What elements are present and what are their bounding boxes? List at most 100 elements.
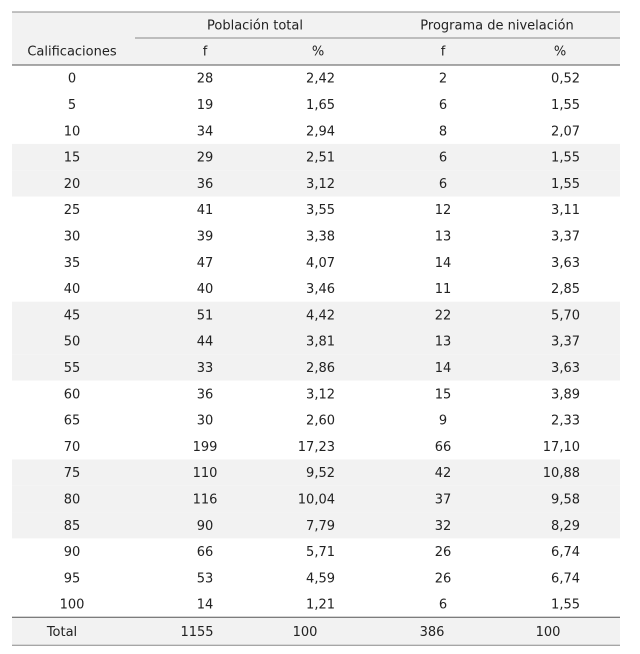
row-bg	[12, 354, 620, 381]
cell: 8,29	[551, 519, 580, 534]
cell: 47	[197, 256, 214, 271]
cell: 116	[193, 492, 218, 507]
cell: 9	[439, 414, 447, 429]
cell: 14	[435, 256, 452, 271]
total-cell: 100	[536, 625, 561, 640]
cell: 30	[197, 414, 214, 429]
cell: 15	[435, 387, 452, 402]
cell: 22	[435, 308, 452, 323]
cell: 2,94	[306, 124, 335, 139]
cell: 5,70	[551, 308, 580, 323]
cell: 3,38	[306, 229, 335, 244]
cell: 34	[197, 124, 214, 139]
cell: 4,42	[306, 308, 335, 323]
cell: 3,81	[306, 335, 335, 350]
cell: 4,07	[306, 256, 335, 271]
cell: 42	[435, 466, 452, 481]
cell: 6,74	[551, 571, 580, 586]
cell: 3,37	[551, 335, 580, 350]
cell: 10,04	[298, 492, 335, 507]
cell: 85	[64, 519, 81, 534]
cell: 14	[435, 361, 452, 376]
sub-header: %	[312, 45, 324, 60]
cell: 40	[64, 282, 81, 297]
cell: 65	[64, 414, 81, 429]
cell: 28	[197, 72, 214, 87]
cell: 2,42	[306, 72, 335, 87]
cell: 13	[435, 335, 452, 350]
cell: 44	[197, 335, 214, 350]
cell: 2,33	[551, 414, 580, 429]
cell: 60	[64, 387, 81, 402]
cell: 3,12	[306, 177, 335, 192]
cell: 2,85	[551, 282, 580, 297]
cell: 36	[197, 177, 214, 192]
cell: 37	[435, 492, 452, 507]
row-bg	[12, 328, 620, 355]
total-bg	[12, 617, 620, 646]
row-bg	[12, 459, 620, 486]
cell: 4,59	[306, 571, 335, 586]
cell: 6	[439, 98, 447, 113]
cell: 75	[64, 466, 81, 481]
total-cell: 386	[420, 625, 445, 640]
row-bg	[12, 512, 620, 539]
cell: 3,63	[551, 256, 580, 271]
cell: 1,55	[551, 598, 580, 613]
sub-header: %	[554, 45, 566, 60]
cell: 29	[197, 151, 214, 166]
header-cell: Calificaciones	[27, 45, 117, 60]
cell: 36	[197, 387, 214, 402]
cell: 2,51	[306, 151, 335, 166]
row-bg	[12, 485, 620, 513]
group-header: Programa de nivelación	[420, 19, 573, 34]
cell: 9,52	[306, 466, 335, 481]
cell: 70	[64, 440, 81, 455]
cell: 50	[64, 335, 81, 350]
cell: 25	[64, 203, 81, 218]
cell: 1,55	[551, 151, 580, 166]
group-header: Población total	[207, 19, 303, 34]
cell: 8	[439, 124, 447, 139]
cell: 3,89	[551, 387, 580, 402]
cell: 3,46	[306, 282, 335, 297]
cell: 0	[68, 72, 76, 87]
row-bg	[12, 170, 620, 197]
cell: 1,21	[306, 598, 335, 613]
cell: 6	[439, 151, 447, 166]
cell: 13	[435, 229, 452, 244]
cell: 3,37	[551, 229, 580, 244]
cell: 20	[64, 177, 81, 192]
cell: 66	[435, 440, 452, 455]
cell: 5,71	[306, 545, 335, 560]
cell: 80	[64, 492, 81, 507]
cell: 39	[197, 229, 214, 244]
cell: 9,58	[551, 492, 580, 507]
cell: 2	[439, 72, 447, 87]
cell: 35	[64, 256, 81, 271]
cell: 17,10	[543, 440, 580, 455]
cell: 95	[64, 571, 81, 586]
cell: 110	[193, 466, 218, 481]
total-cell: Total	[46, 625, 77, 640]
cell: 1,55	[551, 177, 580, 192]
cell: 33	[197, 361, 214, 376]
cell: 0,52	[551, 72, 580, 87]
cell: 19	[197, 98, 214, 113]
cell: 3,11	[551, 203, 580, 218]
cell: 10	[64, 124, 81, 139]
cell: 3,55	[306, 203, 335, 218]
cell: 66	[197, 545, 214, 560]
cell: 1,55	[551, 98, 580, 113]
cell: 12	[435, 203, 452, 218]
cell: 6	[439, 177, 447, 192]
cell: 2,07	[551, 124, 580, 139]
cell: 45	[64, 308, 81, 323]
cell: 5	[68, 98, 76, 113]
cell: 41	[197, 203, 214, 218]
cell: 26	[435, 545, 452, 560]
cell: 51	[197, 308, 214, 323]
total-cell: 1155	[180, 625, 213, 640]
cell: 2,60	[306, 414, 335, 429]
